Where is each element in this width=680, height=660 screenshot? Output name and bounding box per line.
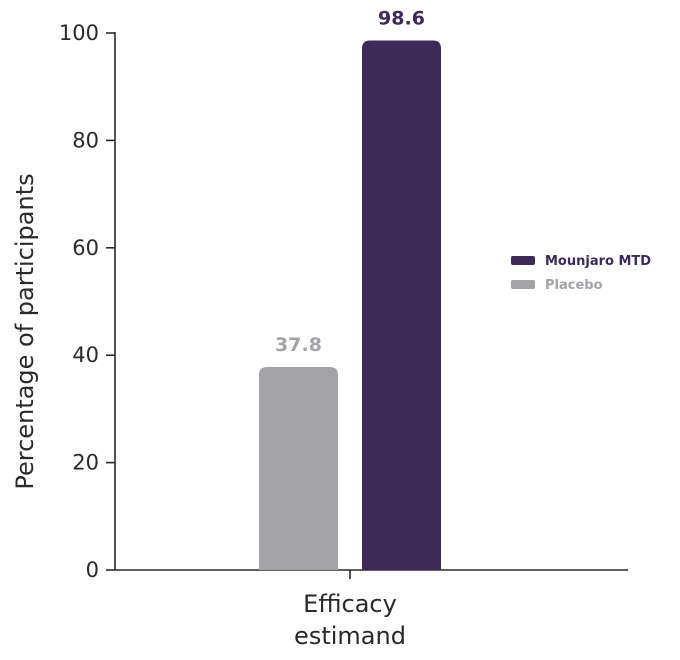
legend-swatch (511, 256, 535, 265)
bar-placebo (259, 367, 338, 570)
y-tick-label: 0 (86, 558, 99, 582)
legend-label: Placebo (545, 278, 603, 293)
legend-label: Mounjaro MTD (545, 254, 651, 269)
y-axis-title: Percentage of participants (11, 173, 39, 489)
bars (259, 40, 441, 570)
y-tick-label: 100 (59, 21, 99, 45)
y-tick-label: 80 (72, 128, 99, 152)
axes: 0 20 40 60 80 100 Percentage of participants Ef… (11, 21, 628, 650)
x-category-label: Efficacy (303, 590, 397, 618)
x-category-label: estimand (294, 622, 406, 650)
y-tick-label: 60 (72, 236, 99, 260)
labels: 37.8 98.6 (275, 8, 425, 356)
y-tick-label: 40 (72, 343, 99, 367)
bar-value-label: 37.8 (275, 334, 322, 356)
legend-swatch (511, 280, 535, 289)
bar-mounjaro-mtd (362, 40, 441, 570)
legend: Mounjaro MTD Placebo (511, 254, 651, 293)
y-tick-label: 20 (72, 451, 99, 475)
bar-value-label: 98.6 (378, 8, 425, 30)
